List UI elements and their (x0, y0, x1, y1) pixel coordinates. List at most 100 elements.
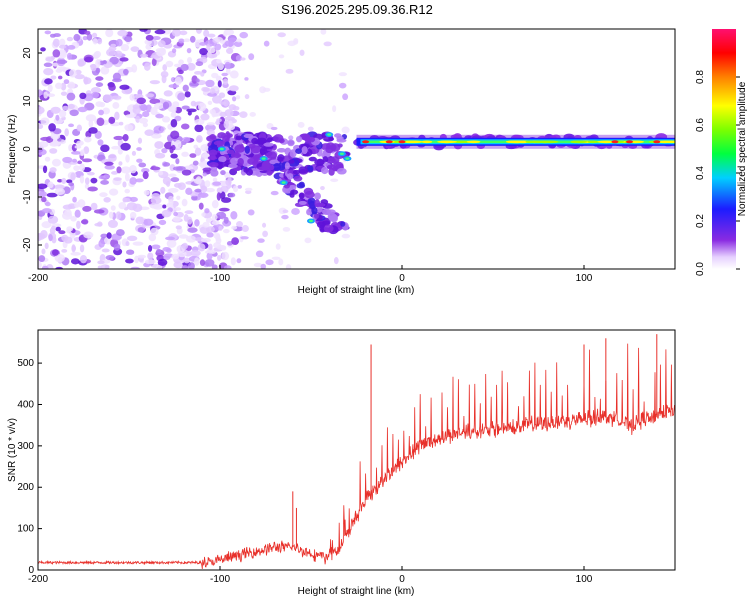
spectrogram-noise-blob (55, 82, 63, 90)
spectrogram-noise-blob (58, 230, 66, 235)
spectrogram-noise-blob (43, 91, 48, 99)
snr-x-tick-label: 100 (576, 574, 593, 585)
spectrogram-noise-blob (66, 92, 76, 101)
colorbar-gradient (712, 29, 736, 269)
spectrogram-noise-blob (79, 175, 85, 184)
carrier-band-highlight (597, 140, 616, 144)
spectrogram-cluster-blob (293, 175, 303, 182)
spectrogram-noise-blob (48, 123, 56, 132)
spectrogram-noise-blob (150, 227, 159, 236)
spectrogram-noise-blob (170, 111, 177, 118)
spectrogram-noise-blob (38, 106, 45, 115)
spectrogram-noise-blob (121, 88, 133, 95)
spectrogram-noise-blob (122, 181, 127, 188)
spectrogram-noise-blob (170, 119, 178, 128)
spectrogram-noise-blob (93, 209, 105, 214)
spectrogram-noise-blob (142, 111, 150, 118)
spectrogram-cluster-blob (328, 213, 338, 222)
spectrogram-noise-blob (223, 31, 228, 37)
snr-marks (38, 334, 675, 570)
spectrogram-noise-blob (100, 144, 110, 153)
spectrogram-noise-blob (156, 248, 162, 254)
spectrogram-noise-blob (259, 86, 267, 94)
spectrogram-cluster-blob (298, 200, 307, 205)
spectrogram-noise-blob (38, 123, 44, 130)
spectrogram-noise-blob (156, 49, 165, 57)
spectrogram-noise-blob (221, 72, 229, 77)
spectrogram-noise-blob (105, 29, 114, 38)
carrier-hotspot (385, 140, 393, 144)
spectrogram-noise-blob (167, 106, 176, 113)
spectrogram-noise-blob (134, 255, 139, 264)
spectrogram-noise-blob (45, 57, 55, 62)
spectrogram-cluster-blob (336, 167, 347, 175)
spectrogram-noise-blob (82, 36, 88, 41)
spectrogram-noise-blob (136, 97, 147, 105)
spectrogram-noise-blob (100, 233, 108, 239)
spectrogram-noise-blob (160, 186, 166, 194)
spectrogram-cluster-blob (237, 157, 244, 166)
snr-x-tick-label: -200 (28, 574, 48, 585)
snr-panel: -200 -100 0 100 0 100 200 300 400 500 Height of … (7, 329, 676, 597)
spectrogram-noise-blob (40, 136, 51, 142)
spectrogram-noise-blob (218, 92, 226, 99)
spectrogram-noise-blob (262, 230, 269, 238)
spectrogram-noise-blob (187, 216, 193, 225)
spectrogram-noise-blob (113, 135, 124, 141)
spectrogram-cluster-blob (304, 190, 315, 199)
spectrogram-noise-blob (88, 127, 98, 134)
spectrogram-cluster-blob (309, 200, 316, 210)
spectrogram-noise-blob (52, 141, 61, 146)
spectrogram-noise-blob (55, 266, 63, 269)
spectrogram-noise-blob (193, 178, 202, 185)
carrier-band-highlight (404, 140, 423, 144)
spectrogram-noise-blob (67, 103, 75, 109)
spectrogram-noise-blob (118, 121, 124, 126)
spectrogram-noise-blob (180, 63, 189, 72)
spectrogram-noise-blob (172, 101, 180, 108)
spectrogram-noise-blob (199, 259, 206, 267)
spectrogram-noise-blob (195, 29, 202, 34)
spectrogram-noise-blob (62, 204, 73, 210)
spectrogram-noise-blob (161, 209, 172, 218)
spectrogram-noise-blob (55, 68, 63, 73)
spectrogram-cluster-blob (225, 133, 233, 138)
spectrogram-noise-blob (39, 191, 47, 198)
carrier-band-highlight (587, 140, 599, 144)
spectrogram-noise-blob (103, 197, 111, 203)
spectrogram-noise-blob (57, 178, 63, 183)
colorbar-tick-label: 0.4 (695, 166, 706, 180)
spectrogram-noise-blob (46, 192, 58, 198)
spectrogram-noise-blob (247, 209, 255, 216)
spectrogram-noise-blob (125, 258, 134, 264)
spectrogram-noise-blob (71, 150, 82, 155)
spectrogram-x-tick-label: -200 (28, 273, 48, 284)
spectrogram-noise-blob (95, 67, 101, 74)
spectrogram-noise-blob (47, 84, 53, 93)
spectrogram-noise-blob (144, 259, 156, 265)
spectrogram-cluster-blob (321, 132, 327, 138)
spectrogram-y-tick-label: 0 (22, 146, 33, 152)
spectrogram-noise-blob (61, 177, 67, 184)
spectrogram-noise-blob (44, 242, 49, 250)
spectrogram-noise-blob (189, 153, 197, 158)
snr-y-ticks: 0 100 200 300 400 500 (17, 358, 42, 576)
spectrogram-noise-blob (40, 47, 46, 52)
spectrogram-noise-blob (83, 146, 90, 154)
spectrogram-noise-blob (205, 187, 215, 193)
spectrogram-noise-blob (204, 180, 211, 188)
spectrogram-noise-blob (194, 70, 203, 75)
spectrogram-noise-blob (124, 172, 130, 182)
snr-y-tick-label: 500 (17, 358, 34, 369)
spectrogram-cluster-blob (218, 155, 227, 163)
spectrogram-cluster-blob (326, 209, 336, 215)
spectrogram-noise-blob (183, 38, 191, 43)
spectrogram-noise-blob (66, 52, 73, 61)
spectrogram-noise-blob (179, 30, 188, 36)
spectrogram-noise-blob (84, 136, 92, 143)
spectrogram-cluster-blob (314, 159, 325, 166)
spectrogram-noise-blob (102, 60, 107, 65)
spectrogram-noise-blob (73, 33, 81, 42)
spectrogram-noise-blob (102, 94, 114, 103)
spectrogram-noise-blob (67, 45, 76, 50)
